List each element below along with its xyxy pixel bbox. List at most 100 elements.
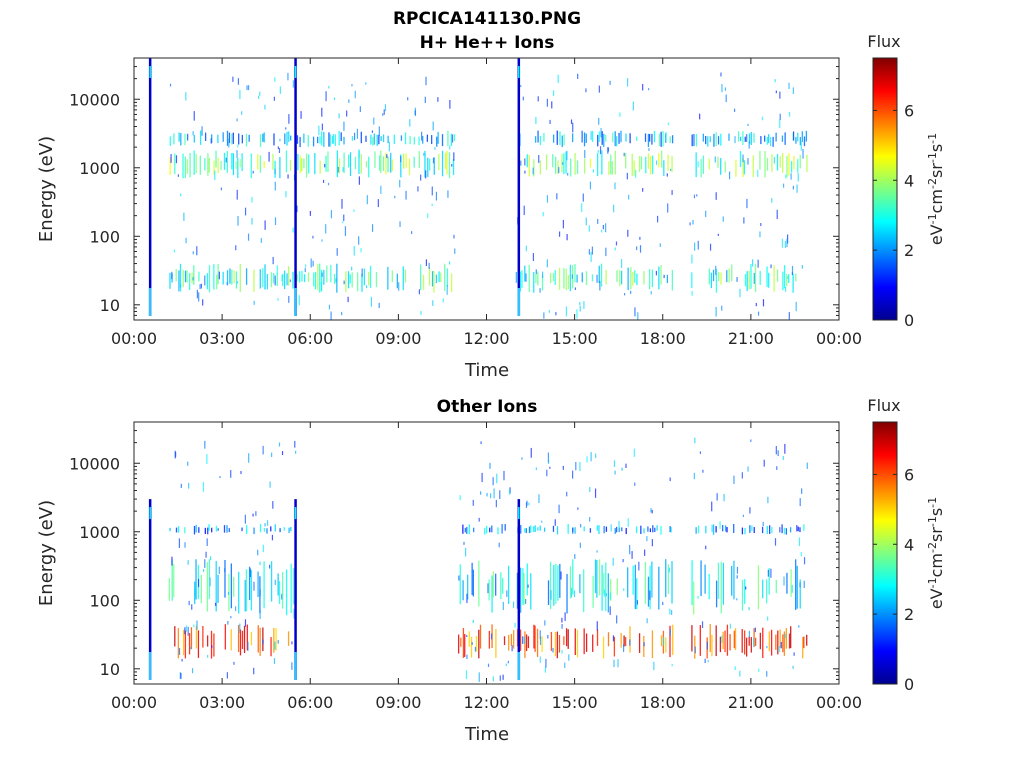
flux-speck	[612, 635, 615, 642]
flux-streak	[722, 562, 725, 605]
x-tick-label: 15:00	[552, 693, 598, 712]
flux-speck	[298, 295, 300, 306]
flux-speck	[196, 289, 198, 299]
panel-bottom-colorbar-ticks: 0 2 4 6	[873, 465, 914, 694]
flux-speck	[721, 305, 723, 311]
flux-speck	[377, 199, 379, 208]
flux-streak	[724, 161, 726, 173]
flux-streak	[519, 629, 522, 651]
flux-speck	[757, 311, 760, 316]
flux-streak	[790, 569, 792, 597]
flux-speck	[579, 461, 581, 471]
flux-streak	[704, 564, 706, 594]
flux-speck	[542, 211, 544, 217]
x-tick-label: 18:00	[640, 329, 686, 348]
flux-streak	[263, 161, 265, 169]
flux-streak	[241, 153, 243, 172]
flux-speck	[192, 131, 194, 136]
flux-streak	[702, 155, 705, 174]
flux-speck	[424, 96, 426, 104]
flux-streak	[761, 526, 764, 534]
flux-streak	[239, 159, 241, 168]
flux-speck	[547, 452, 550, 463]
panel-top-x-ticks: 00:00 03:00 06:00 09:00 12:00 15:00 18:00 21:00…	[111, 58, 862, 348]
flux-streak	[598, 525, 600, 534]
flux-streak	[360, 154, 362, 174]
flux-streak	[273, 273, 275, 284]
flux-streak	[396, 273, 398, 289]
flux-streak	[547, 580, 550, 606]
panel-bottom-y-ticks: 10 100 1000 10000	[69, 421, 839, 685]
flux-speck	[623, 152, 625, 157]
flux-speck	[449, 100, 451, 109]
flux-speck	[745, 586, 747, 590]
flux-streak	[169, 157, 171, 175]
flux-streak	[171, 559, 173, 601]
flux-streak	[413, 156, 415, 168]
flux-streak	[615, 136, 618, 147]
flux-speck	[622, 644, 625, 653]
flux-streak	[175, 269, 177, 282]
flux-speck	[609, 80, 611, 85]
flux-speck	[614, 182, 616, 190]
flux-speck	[598, 117, 600, 125]
flux-streak	[579, 574, 581, 594]
flux-streak	[720, 158, 722, 175]
flux-streak	[448, 152, 451, 179]
flux-speck	[605, 223, 607, 233]
flux-speck	[775, 445, 777, 455]
flux-speck	[233, 661, 235, 665]
flux-streak	[528, 264, 530, 292]
flux-speck	[400, 156, 402, 163]
flux-streak	[534, 136, 537, 143]
flux-speck	[333, 97, 336, 101]
flux-speck	[206, 538, 208, 547]
flux-speck	[580, 523, 582, 528]
flux-speck	[783, 576, 785, 586]
flux-streak	[600, 263, 603, 287]
flux-streak	[640, 156, 643, 170]
flux-streak	[614, 131, 616, 147]
flux-streak	[768, 525, 771, 534]
flux-streak	[596, 525, 598, 531]
flux-speck	[226, 672, 228, 679]
flux-speck	[384, 104, 387, 112]
colorbar-tick-label: 6	[904, 465, 914, 484]
flux-speck	[434, 147, 436, 150]
flux-streak	[614, 528, 616, 534]
flux-speck	[511, 645, 513, 652]
flux-streak	[523, 572, 525, 606]
flux-speck	[185, 92, 187, 101]
flux-streak	[708, 268, 711, 285]
flux-speck	[228, 138, 230, 148]
flux-streak	[743, 630, 746, 655]
flux-speck	[246, 85, 248, 91]
flux-streak	[647, 133, 650, 148]
flux-streak	[799, 579, 801, 609]
flux-speck	[522, 636, 524, 644]
flux-streak	[259, 134, 262, 147]
flux-speck	[481, 472, 483, 483]
flux-speck	[602, 224, 604, 230]
flux-speck	[699, 451, 702, 454]
flux-streak	[536, 628, 539, 658]
flux-streak	[750, 263, 752, 289]
flux-streak	[264, 264, 266, 290]
flux-streak	[245, 133, 248, 147]
flux-streak	[792, 273, 794, 293]
flux-streak	[613, 636, 616, 657]
flux-speck	[343, 280, 345, 285]
flux-speck	[382, 113, 384, 116]
flux-streak	[759, 270, 761, 285]
flux-streak	[663, 160, 665, 176]
flux-speck	[561, 617, 563, 623]
flux-streak	[308, 154, 310, 174]
flux-speck	[471, 642, 473, 645]
flux-streak	[281, 572, 284, 609]
flux-streak	[207, 527, 209, 535]
flux-speck	[365, 285, 368, 289]
flux-streak	[525, 528, 527, 534]
flux-streak	[640, 525, 642, 535]
flux-streak	[191, 272, 193, 284]
flux-streak	[369, 265, 372, 288]
